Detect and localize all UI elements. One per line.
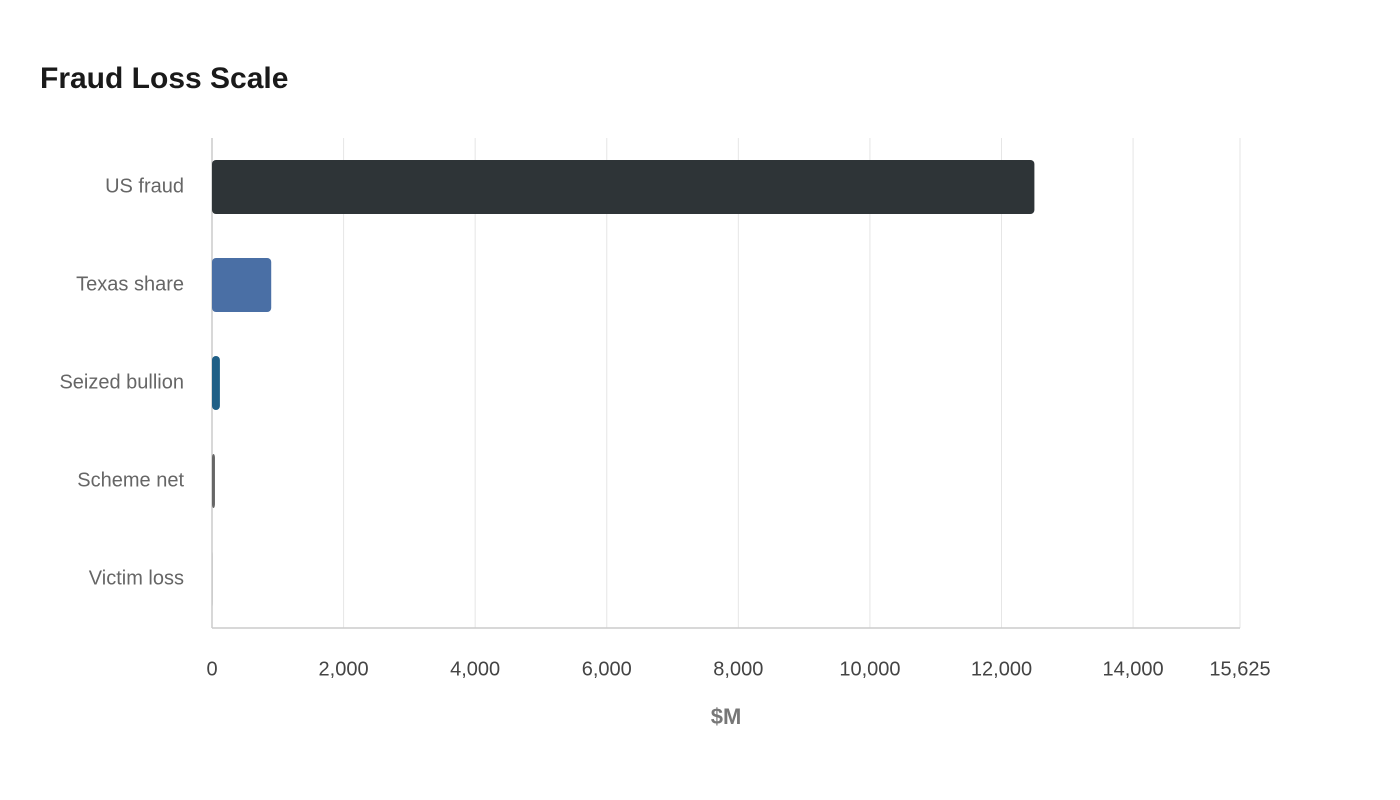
y-tick-label: Seized bullion: [59, 371, 184, 393]
bar: [212, 160, 1035, 214]
x-tick-label: 10,000: [839, 658, 900, 680]
y-tick-label: US fraud: [105, 175, 184, 197]
x-tick-label: 4,000: [450, 658, 500, 680]
x-tick-label: 0: [206, 658, 217, 680]
x-tick-label: 14,000: [1103, 658, 1164, 680]
x-tick-label: 8,000: [713, 658, 763, 680]
bar: [212, 454, 215, 508]
x-tick-label: 6,000: [582, 658, 632, 680]
x-tick-label: 15,625: [1209, 658, 1270, 680]
y-tick-label: Scheme net: [77, 469, 184, 491]
x-axis-label: $M: [711, 704, 742, 729]
y-tick-label: Victim loss: [89, 567, 184, 589]
x-tick-label: 2,000: [319, 658, 369, 680]
bar: [212, 356, 220, 410]
bar: [212, 258, 272, 312]
x-tick-label: 12,000: [971, 658, 1032, 680]
y-tick-label: Texas share: [76, 273, 184, 295]
chart-title: Fraud Loss Scale: [40, 62, 288, 95]
